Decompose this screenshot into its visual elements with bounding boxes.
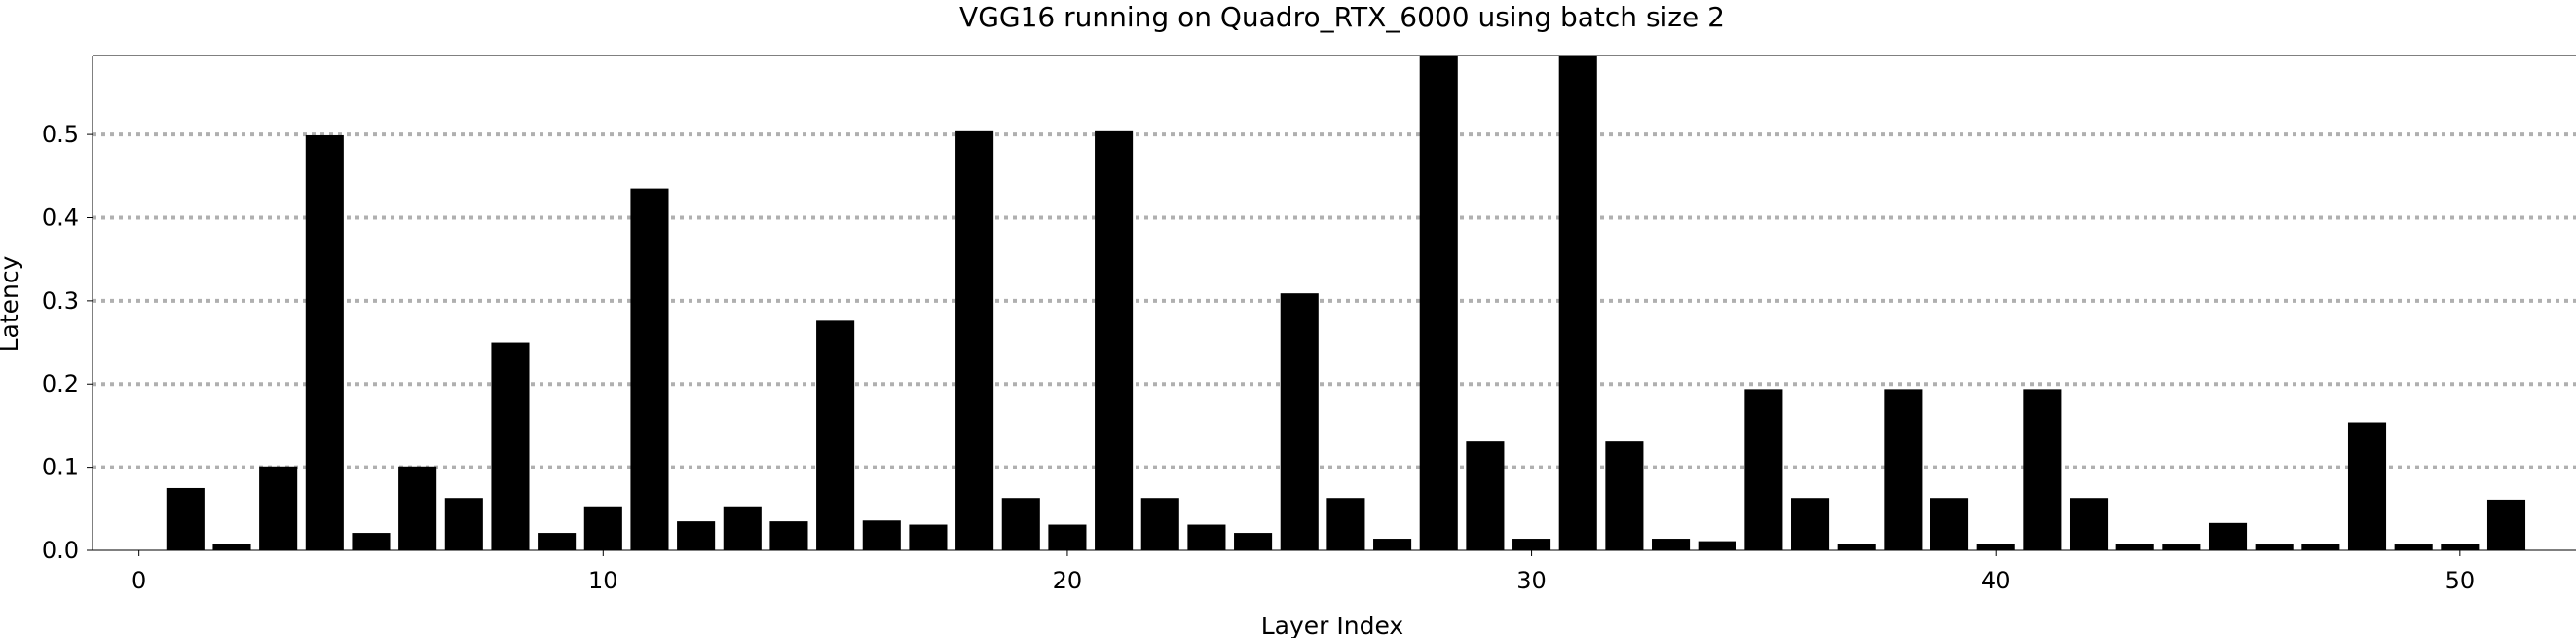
- bar: [398, 466, 437, 550]
- bar: [630, 188, 669, 550]
- x-tick-label: 0: [131, 567, 146, 594]
- chart-title: VGG16 running on Quadro_RTX_6000 using b…: [959, 1, 1725, 33]
- bar: [1884, 389, 1923, 550]
- axes: [92, 55, 2576, 551]
- bar: [1652, 539, 1691, 550]
- bar: [2394, 544, 2433, 550]
- bar: [909, 524, 948, 550]
- bar: [769, 521, 808, 550]
- bar: [491, 342, 530, 550]
- bar: [1791, 498, 1830, 550]
- x-tick-label: 20: [1053, 567, 1083, 594]
- bar: [1837, 544, 1876, 550]
- ticks: 0.0 0.1 0.2 0.3 0.4 0.5 0 10 20 30 40 50: [42, 121, 2475, 594]
- bar: [816, 320, 855, 550]
- x-tick-label: 30: [1516, 567, 1547, 594]
- bar: [1419, 56, 1458, 550]
- bars: [166, 56, 2526, 551]
- bar: [1744, 389, 1783, 550]
- y-tick-label: 0.0: [42, 537, 79, 564]
- y-tick-label: 0.2: [42, 370, 79, 397]
- bar: [444, 498, 483, 550]
- bar: [1326, 498, 1365, 550]
- bar: [1976, 544, 2015, 550]
- bar: [2301, 544, 2340, 550]
- y-axis-label: Latency: [0, 255, 23, 352]
- bar: [1373, 539, 1412, 550]
- bar: [1187, 524, 1226, 550]
- bar: [1512, 539, 1551, 550]
- bar: [1930, 498, 1969, 550]
- bar: [305, 134, 344, 551]
- grid-lines: [93, 132, 2576, 469]
- bar: [583, 506, 622, 550]
- bar: [2115, 544, 2154, 550]
- bar: [723, 506, 762, 550]
- bar: [2486, 499, 2526, 550]
- y-tick-label: 0.4: [42, 204, 79, 231]
- bar: [1001, 498, 1040, 550]
- bar: [212, 544, 251, 550]
- bar: [2162, 544, 2201, 550]
- bar: [955, 130, 994, 550]
- bar: [1234, 533, 1273, 550]
- bar: [2441, 544, 2480, 550]
- bar: [166, 487, 205, 550]
- bar: [1466, 441, 1505, 550]
- bar: [259, 466, 298, 550]
- bar: [2347, 422, 2387, 550]
- bar: [352, 533, 391, 550]
- x-tick-label: 10: [588, 567, 618, 594]
- bar: [1095, 130, 1134, 550]
- x-tick-label: 50: [2445, 567, 2476, 594]
- bar: [1280, 293, 1319, 550]
- bar: [1048, 524, 1087, 550]
- x-axis-label: Layer Index: [1261, 612, 1403, 638]
- bar: [1558, 56, 1597, 550]
- bar: [2208, 522, 2248, 550]
- x-tick-label: 40: [1981, 567, 2011, 594]
- bar: [2069, 498, 2109, 550]
- y-tick-label: 0.5: [42, 121, 79, 148]
- bar: [1605, 441, 1644, 550]
- bar: [1698, 541, 1736, 550]
- bar: [2255, 544, 2294, 550]
- bar: [538, 533, 577, 550]
- bar: [677, 521, 716, 550]
- y-tick-label: 0.1: [42, 454, 79, 481]
- y-tick-label: 0.3: [42, 287, 79, 315]
- bar: [862, 520, 901, 550]
- bar: [2023, 389, 2062, 550]
- bar: [1140, 498, 1179, 550]
